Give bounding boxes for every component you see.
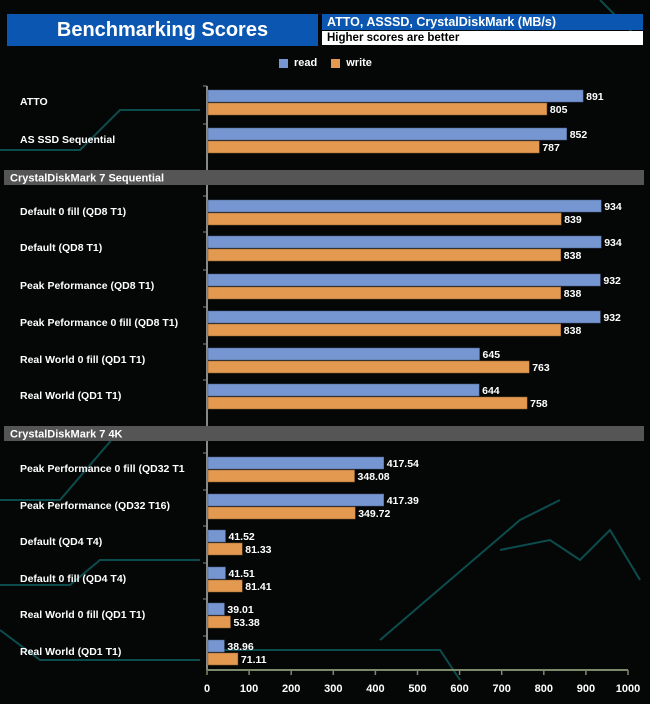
section-header-bar	[4, 170, 644, 185]
bar-write	[207, 248, 562, 262]
chart-note: Higher scores are better	[322, 31, 643, 45]
bar-write	[207, 652, 239, 666]
section-header: CrystalDiskMark 7 4K	[10, 429, 123, 441]
data-label-write: 81.41	[245, 581, 271, 593]
bar-write	[207, 212, 562, 226]
data-label-read: 38.96	[227, 641, 253, 653]
data-label-write: 71.11	[241, 654, 267, 666]
x-tick-label: 400	[366, 683, 384, 695]
category-label: Peak Performance 0 fill (QD32 T1	[20, 463, 185, 475]
bar-write	[207, 396, 528, 410]
bar-write	[207, 579, 243, 593]
data-label-read: 41.51	[228, 568, 254, 580]
category-label: Real World 0 fill (QD1 T1)	[20, 609, 145, 621]
x-tick-label: 600	[450, 683, 468, 695]
bar-read	[207, 493, 384, 507]
bar-write	[207, 469, 355, 483]
x-tick-label: 800	[535, 683, 553, 695]
x-tick-label: 1000	[616, 683, 640, 695]
data-label-write: 838	[564, 325, 582, 337]
legend: read write	[279, 57, 372, 69]
x-tick-label: 900	[577, 683, 595, 695]
bar-write	[207, 542, 243, 556]
data-label-read: 41.52	[228, 531, 254, 543]
data-label-read: 934	[604, 201, 622, 213]
x-tick-label: 100	[240, 683, 258, 695]
data-label-read: 852	[570, 129, 588, 141]
legend-swatch-write	[331, 58, 341, 68]
x-tick-label: 700	[493, 683, 511, 695]
data-label-write: 53.38	[233, 617, 259, 629]
bar-read	[207, 529, 226, 543]
x-tick-label: 300	[324, 683, 342, 695]
category-label: AS SSD Sequential	[20, 134, 115, 146]
data-label-read: 39.01	[227, 604, 253, 616]
category-label: Real World (QD1 T1)	[20, 390, 121, 402]
category-label: Default (QD8 T1)	[20, 242, 102, 254]
bar-write	[207, 323, 562, 337]
bar-read	[207, 273, 601, 287]
bar-read	[207, 347, 480, 361]
data-label-write: 838	[564, 250, 582, 262]
section-header: CrystalDiskMark 7 Sequential	[10, 173, 164, 185]
bar-write	[207, 506, 356, 520]
bar-write	[207, 286, 562, 300]
section-header-bar	[4, 426, 644, 441]
data-label-write: 838	[564, 288, 582, 300]
data-label-write: 349.72	[358, 508, 390, 520]
bar-read	[207, 456, 385, 470]
data-label-write: 787	[542, 142, 560, 154]
data-label-write: 81.33	[245, 544, 271, 556]
legend-swatch-read	[279, 58, 288, 68]
data-label-read: 932	[603, 275, 621, 287]
data-label-write: 839	[564, 214, 582, 226]
bar-read	[207, 89, 584, 103]
bar-read	[207, 566, 226, 580]
category-label: Peak Peformance (QD8 T1)	[20, 280, 154, 292]
data-label-read: 934	[604, 237, 622, 249]
category-label: Default 0 fill (QD8 T1)	[20, 206, 126, 218]
data-label-read: 644	[482, 385, 500, 397]
bar-write	[207, 615, 231, 629]
x-tick-label: 500	[408, 683, 426, 695]
data-label-read: 417.39	[387, 495, 419, 507]
x-tick-label: 200	[282, 683, 300, 695]
data-label-write: 758	[530, 398, 548, 410]
bar-read	[207, 127, 567, 141]
category-label: Peak Peformance 0 fill (QD8 T1)	[20, 317, 178, 329]
category-label: Default 0 fill (QD4 T4)	[20, 573, 126, 585]
data-label-read: 645	[483, 349, 501, 361]
bar-read	[207, 639, 225, 653]
bar-read	[207, 602, 225, 616]
bar-write	[207, 102, 548, 116]
chart-title: Benchmarking Scores	[7, 14, 318, 46]
data-label-read: 891	[586, 91, 604, 103]
chart-subtitle: ATTO, ASSSD, CrystalDiskMark (MB/s)	[322, 14, 643, 30]
category-label: Real World 0 fill (QD1 T1)	[20, 354, 145, 366]
bar-read	[207, 235, 602, 249]
x-tick-label: 0	[204, 683, 210, 695]
category-label: Real World (QD1 T1)	[20, 646, 121, 658]
bar-write	[207, 360, 530, 374]
category-label: Peak Performance (QD32 T16)	[20, 500, 170, 512]
category-label: ATTO	[20, 96, 48, 108]
legend-label-read: read	[294, 57, 318, 69]
legend-label-write: write	[346, 57, 372, 69]
bar-read	[207, 310, 601, 324]
data-label-read: 417.54	[387, 458, 419, 470]
bar-read	[207, 199, 602, 213]
bar-write	[207, 140, 540, 154]
data-label-read: 932	[603, 312, 621, 324]
data-label-write: 348.08	[358, 471, 390, 483]
data-label-write: 763	[532, 362, 550, 374]
bar-read	[207, 383, 480, 397]
data-label-write: 805	[550, 104, 568, 116]
category-label: Default (QD4 T4)	[20, 536, 102, 548]
